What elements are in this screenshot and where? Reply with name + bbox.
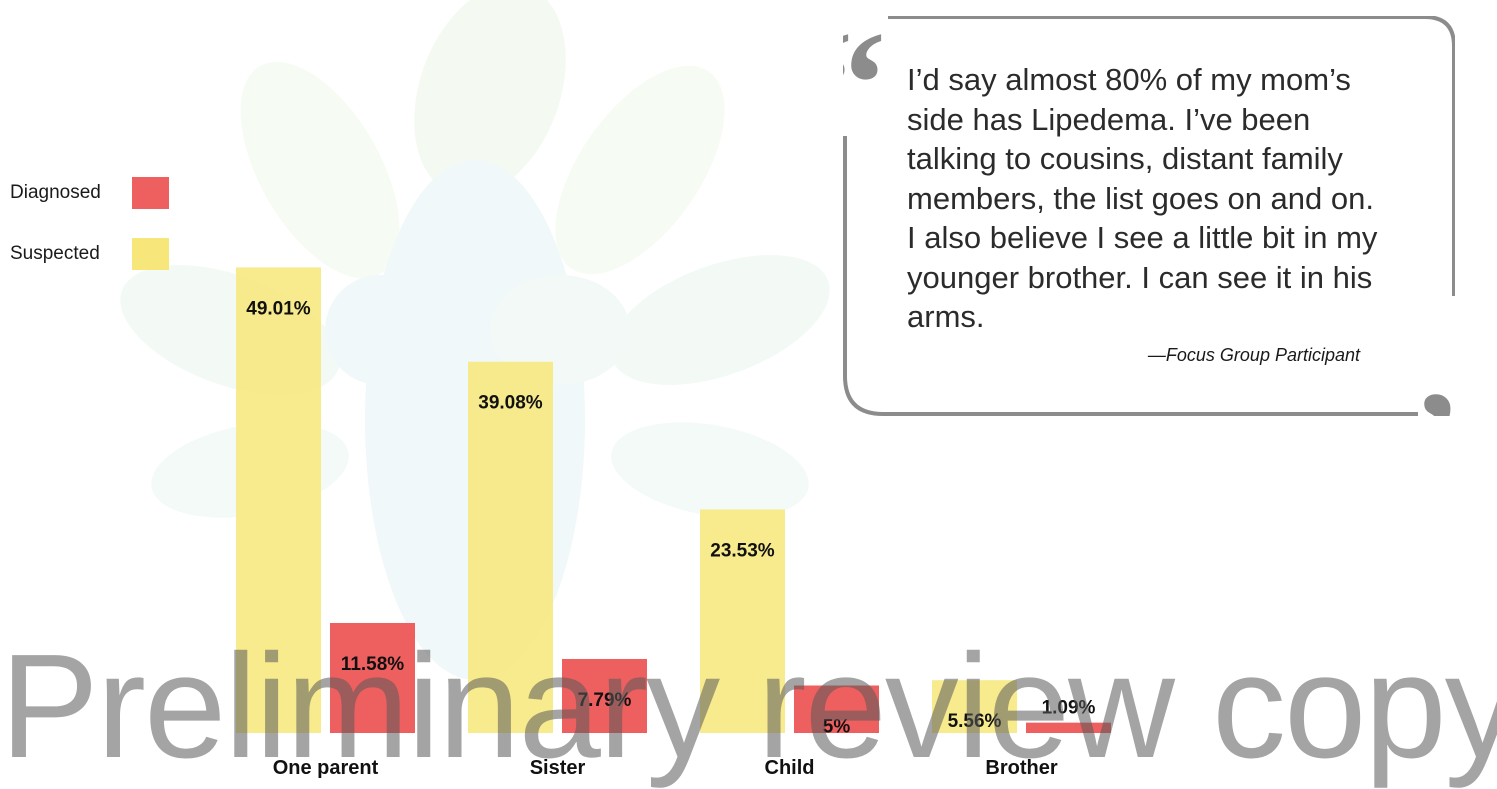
bar-diagnosed-brother	[1026, 722, 1111, 733]
open-quote-mark: “	[843, 16, 886, 167]
data-label-diagnosed-brother: 1.09%	[1042, 698, 1096, 719]
legend-swatch-suspected	[132, 238, 169, 270]
data-label-diagnosed-child: 5%	[823, 717, 851, 738]
legend-label-diagnosed: Diagnosed	[10, 182, 101, 203]
close-quote-mark: ”	[1415, 361, 1455, 416]
category-label-sister: Sister	[530, 757, 586, 779]
bar-diagnosed-child	[794, 685, 879, 733]
bar-diagnosed-sister	[562, 658, 647, 733]
quote-attribution: —Focus Group Participant	[1147, 345, 1360, 365]
quote-text: I’d say almost 80% of my mom’s side has …	[907, 62, 1378, 334]
data-label-suspected-child: 23.53%	[710, 540, 775, 561]
legend-swatch-diagnosed	[132, 177, 169, 209]
data-label-suspected-sister: 39.08%	[478, 393, 543, 414]
category-label-child: Child	[765, 757, 815, 779]
category-label-one-parent: One parent	[273, 757, 379, 779]
legend-item-suspected: Suspected	[10, 238, 169, 270]
legend-item-diagnosed: Diagnosed	[10, 177, 169, 209]
bar-suspected-sister	[468, 361, 553, 733]
bar-suspected-child	[700, 509, 785, 733]
bar-suspected-brother	[932, 680, 1017, 733]
legend-label-suspected: Suspected	[10, 243, 100, 264]
bar-diagnosed-one-parent	[330, 622, 415, 733]
quote-box: “ ”	[843, 16, 1455, 416]
data-label-suspected-brother: 5.56%	[948, 711, 1002, 732]
category-label-brother: Brother	[985, 757, 1057, 779]
data-label-suspected-one-parent: 49.01%	[246, 298, 311, 319]
data-label-diagnosed-one-parent: 11.58%	[341, 654, 404, 675]
bar-suspected-one-parent	[236, 267, 321, 733]
data-label-diagnosed-sister: 7.79%	[578, 690, 632, 711]
